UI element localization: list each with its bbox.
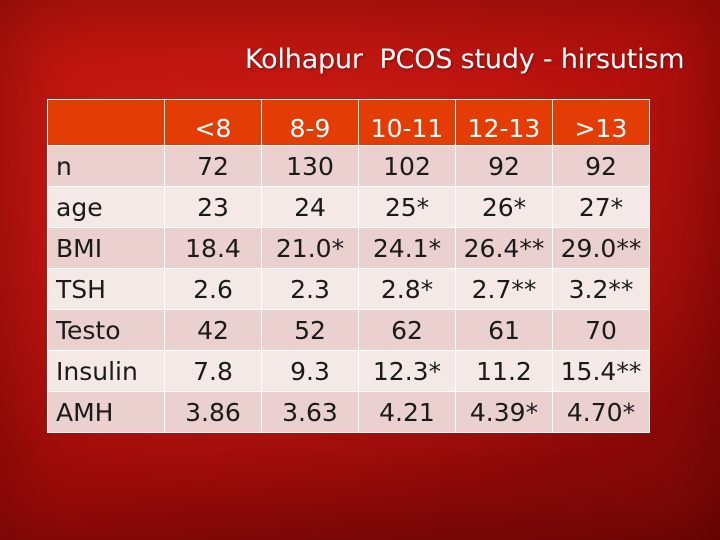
table-row: TSH 2.6 2.3 2.8* 2.7** 3.2** xyxy=(47,268,650,310)
table-cell: 2.6 xyxy=(164,268,262,310)
table-cell: 7.8 xyxy=(164,350,262,392)
table-cell: 130 xyxy=(261,145,359,187)
row-label: Insulin xyxy=(47,350,165,392)
column-header: 12-13 xyxy=(455,99,553,146)
table-cell: 3.2** xyxy=(552,268,650,310)
column-header: <8 xyxy=(164,99,262,146)
column-header: 10-11 xyxy=(358,99,456,146)
table-cell: 4.39* xyxy=(455,391,553,433)
table-row: Testo 42 52 62 61 70 xyxy=(47,309,650,351)
row-label: AMH xyxy=(47,391,165,433)
table-row: age 23 24 25* 26* 27* xyxy=(47,186,650,228)
table-cell: 52 xyxy=(261,309,359,351)
table-cell: 21.0* xyxy=(261,227,359,269)
table-cell: 23 xyxy=(164,186,262,228)
slide-title: Kolhapur PCOS study - hirsutism xyxy=(245,44,685,75)
table-cell: 3.63 xyxy=(261,391,359,433)
table-cell: 3.86 xyxy=(164,391,262,433)
table-cell: 11.2 xyxy=(455,350,553,392)
table-cell: 15.4** xyxy=(552,350,650,392)
table-cell: 4.70* xyxy=(552,391,650,433)
table-cell: 4.21 xyxy=(358,391,456,433)
table-row: BMI 18.4 21.0* 24.1* 26.4** 29.0** xyxy=(47,227,650,269)
row-label: age xyxy=(47,186,165,228)
header-corner-cell xyxy=(47,99,165,146)
table-cell: 27* xyxy=(552,186,650,228)
table-row: n 72 130 102 92 92 xyxy=(47,145,650,187)
table-cell: 24.1* xyxy=(358,227,456,269)
table-cell: 62 xyxy=(358,309,456,351)
column-header: 8-9 xyxy=(261,99,359,146)
table-cell: 92 xyxy=(455,145,553,187)
table-cell: 70 xyxy=(552,309,650,351)
table-row: AMH 3.86 3.63 4.21 4.39* 4.70* xyxy=(47,391,650,433)
row-label: TSH xyxy=(47,268,165,310)
table-cell: 42 xyxy=(164,309,262,351)
hirsutism-table: <8 8-9 10-11 12-13 >13 n 72 130 102 92 9… xyxy=(47,99,650,433)
table-cell: 26* xyxy=(455,186,553,228)
table-cell: 2.7** xyxy=(455,268,553,310)
row-label: n xyxy=(47,145,165,187)
row-label: Testo xyxy=(47,309,165,351)
table-cell: 72 xyxy=(164,145,262,187)
table-cell: 102 xyxy=(358,145,456,187)
table-cell: 29.0** xyxy=(552,227,650,269)
table-cell: 92 xyxy=(552,145,650,187)
row-label: BMI xyxy=(47,227,165,269)
table-row: Insulin 7.8 9.3 12.3* 11.2 15.4** xyxy=(47,350,650,392)
table-cell: 61 xyxy=(455,309,553,351)
table-cell: 25* xyxy=(358,186,456,228)
table-cell: 2.8* xyxy=(358,268,456,310)
table-cell: 2.3 xyxy=(261,268,359,310)
table-cell: 9.3 xyxy=(261,350,359,392)
table-cell: 24 xyxy=(261,186,359,228)
table-cell: 26.4** xyxy=(455,227,553,269)
table-cell: 12.3* xyxy=(358,350,456,392)
column-header: >13 xyxy=(552,99,650,146)
table-cell: 18.4 xyxy=(164,227,262,269)
header-row: <8 8-9 10-11 12-13 >13 xyxy=(47,99,650,146)
